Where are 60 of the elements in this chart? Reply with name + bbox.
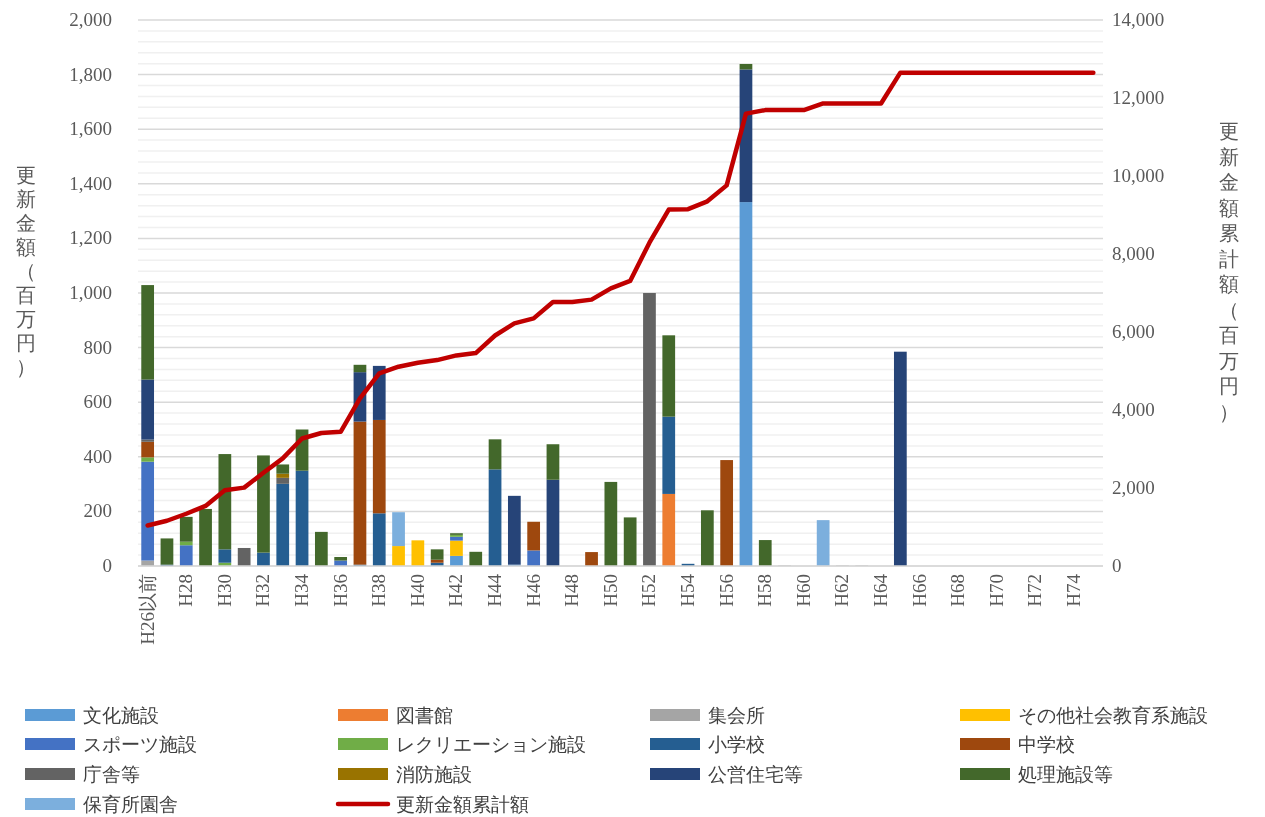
x-tick-label: H74 <box>1063 573 1085 607</box>
y-tick-label: 400 <box>83 445 112 467</box>
legend-label: 更新金額累計額 <box>396 793 529 815</box>
x-tick-label: H70 <box>985 574 1007 607</box>
x-tick-label: H60 <box>792 574 814 607</box>
legend-label: レクリエーション施設 <box>396 733 586 755</box>
x-tick-label: H46 <box>522 574 544 607</box>
x-tick-label: H26以前 <box>136 574 158 645</box>
y-tick-label: 1,200 <box>69 227 112 249</box>
legend-label: 保育所園舎 <box>83 793 178 815</box>
x-tick-label: H72 <box>1024 574 1046 607</box>
legend-label: 図書館 <box>396 704 453 726</box>
y-tick-label: 2,000 <box>69 9 112 30</box>
text: 更新金額（百万円） <box>16 163 36 379</box>
x-tick-label: H34 <box>291 573 313 607</box>
x-tick-label: H40 <box>406 574 428 607</box>
y-tick-label: 0 <box>102 555 112 576</box>
y-tick-label: 200 <box>83 500 112 522</box>
y-tick-label: 1,600 <box>69 118 112 140</box>
y2-tick-label: 4,000 <box>1112 399 1155 420</box>
x-tick-label: H32 <box>252 574 274 607</box>
y2-tick-label: 8,000 <box>1112 243 1155 264</box>
x-tick-label: H64 <box>870 573 892 607</box>
x-tick-label: H66 <box>908 574 930 607</box>
y-tick-label: 1,400 <box>69 172 112 194</box>
x-tick-label: H48 <box>561 574 583 607</box>
y2-tick-label: 6,000 <box>1112 321 1155 342</box>
legend-label: 集会所 <box>708 704 765 726</box>
x-tick-label: H36 <box>329 574 351 607</box>
y-tick-label: 800 <box>83 336 112 358</box>
y-tick-label: 600 <box>83 391 112 413</box>
legend-label: 中学校 <box>1018 733 1075 755</box>
legend-label: その他社会教育系施設 <box>1018 704 1208 726</box>
x-tick-label: H54 <box>677 573 699 607</box>
x-tick-label: H56 <box>715 574 737 607</box>
legend-label: 公営住宅等 <box>708 763 803 785</box>
text: 更新金額累計額（百万円） <box>1219 119 1239 424</box>
legend-label: 消防施設 <box>396 763 472 785</box>
x-tick-label: H44 <box>484 573 506 607</box>
y2-tick-label: 10,000 <box>1112 165 1165 186</box>
x-tick-label: H50 <box>599 574 621 607</box>
legend-label: 小学校 <box>708 733 765 755</box>
y2-tick-label: 14,000 <box>1112 9 1165 30</box>
x-tick-label: H58 <box>754 574 776 607</box>
x-tick-label: H28 <box>175 574 197 607</box>
legend-label: 庁舎等 <box>83 763 140 785</box>
legend-label: スポーツ施設 <box>83 733 197 755</box>
x-tick-label: H30 <box>213 574 235 607</box>
x-tick-label: H38 <box>368 574 390 607</box>
x-tick-label: H62 <box>831 574 853 607</box>
x-tick-label: H42 <box>445 574 467 607</box>
x-tick-label: H52 <box>638 574 660 607</box>
y-tick-label: 1,800 <box>69 63 112 85</box>
y-tick-label: 1,000 <box>69 282 112 303</box>
legend-label: 処理施設等 <box>1018 763 1113 785</box>
y2-tick-label: 12,000 <box>1112 87 1165 108</box>
legend-label: 文化施設 <box>83 704 159 726</box>
x-tick-label: H68 <box>947 574 969 607</box>
y2-tick-label: 2,000 <box>1112 477 1155 498</box>
y2-tick-label: 0 <box>1112 555 1122 576</box>
